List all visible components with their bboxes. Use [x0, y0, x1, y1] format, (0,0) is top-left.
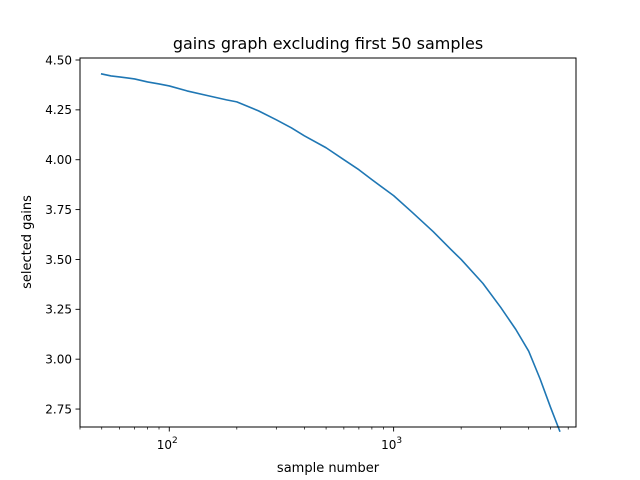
plot-area	[100, 73, 561, 433]
chart-title: gains graph excluding first 50 samples	[173, 34, 483, 53]
series-line-0	[100, 73, 561, 433]
plot-frame	[79, 57, 577, 428]
x-axis: 102 103	[79, 427, 569, 452]
x-tick-label-1: 103	[381, 436, 402, 452]
x-tick-label-0: 102	[157, 436, 178, 452]
y-tick-label-3: 3.50	[45, 253, 72, 267]
y-tick-label-4: 3.75	[45, 203, 72, 217]
y-tick-label-1: 3.00	[45, 352, 72, 366]
x-axis-title: sample number	[277, 461, 380, 476]
y-tick-label-6: 4.25	[45, 103, 72, 117]
y-tick-label-7: 4.50	[45, 53, 72, 67]
y-tick-label-2: 3.25	[45, 303, 72, 317]
y-axis-title: selected gains	[20, 195, 35, 289]
y-tick-label-0: 2.75	[45, 402, 72, 416]
y-tick-label-5: 4.00	[45, 153, 72, 167]
y-axis: 2.75 3.00 3.25 3.50 3.75 4.00 4.25 4.50	[45, 53, 80, 416]
